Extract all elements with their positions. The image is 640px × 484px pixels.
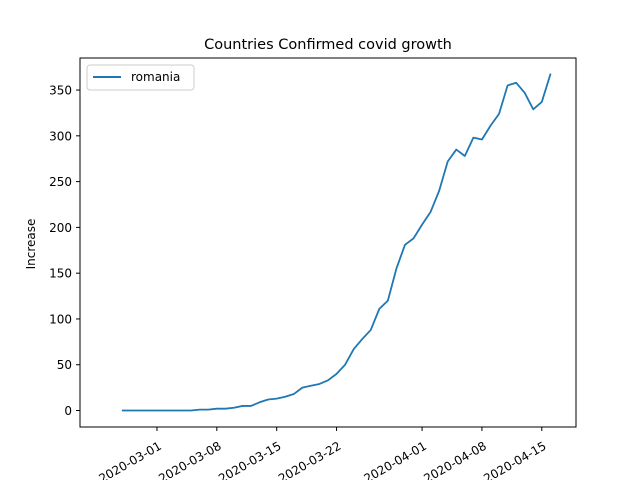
chart-title: Countries Confirmed covid growth [204, 37, 452, 53]
legend: romania [86, 64, 195, 91]
y-tick-label: 250 [49, 175, 72, 189]
legend-box [86, 64, 195, 91]
y-tick-label: 350 [49, 84, 72, 98]
y-tick-label: 200 [49, 221, 72, 235]
y-axis-label: Increase [24, 219, 38, 270]
plot-lines [121, 73, 552, 412]
legend-label-romania: romania [131, 70, 180, 84]
y-tick-label: 300 [49, 129, 72, 143]
series-line-romania [121, 73, 552, 412]
y-tick-label: 100 [49, 312, 72, 326]
y-axis-ticks: 0 50 100 150 200 250 300 350 [49, 84, 80, 418]
plot-area-frame [79, 57, 577, 428]
y-tick-label: 0 [64, 404, 72, 418]
y-tick-label: 150 [49, 267, 72, 281]
y-tick-label: 50 [57, 358, 72, 372]
